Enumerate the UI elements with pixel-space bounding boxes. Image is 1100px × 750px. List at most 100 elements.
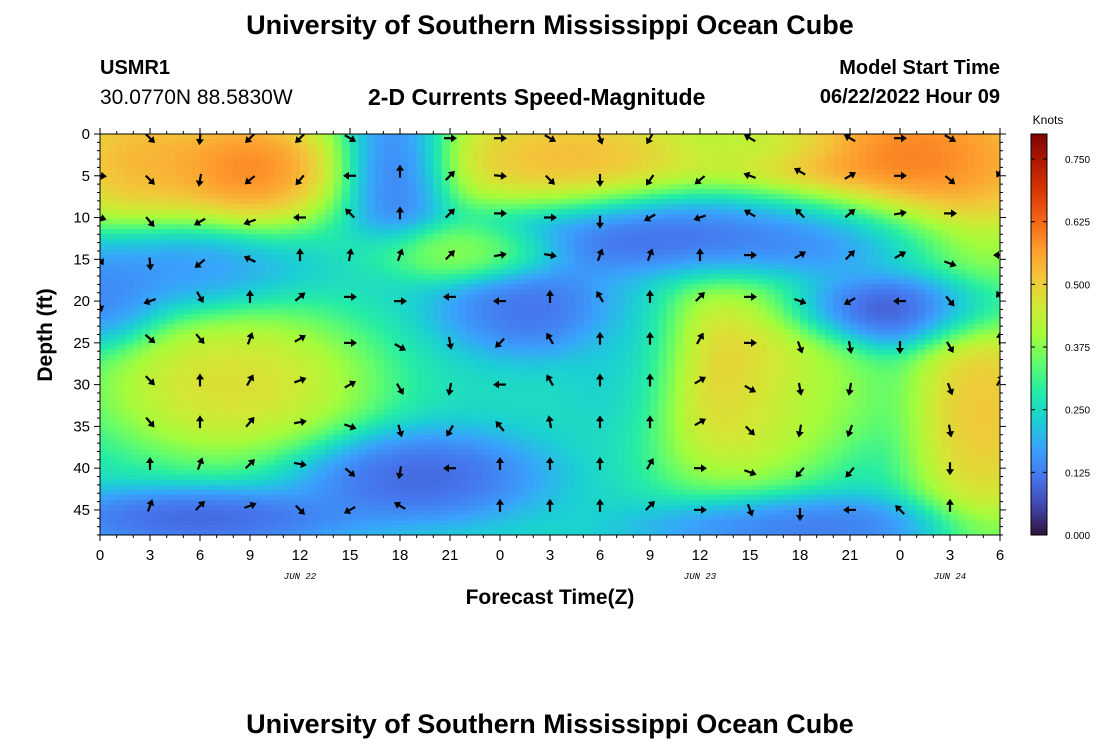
heatmap-cell: [958, 289, 968, 295]
heatmap-cell: [175, 199, 184, 205]
heatmap-cell: [858, 279, 868, 285]
heatmap-cell: [508, 164, 518, 170]
heatmap-cell: [633, 204, 643, 210]
heatmap-cell: [125, 324, 134, 331]
heatmap-cell: [250, 239, 259, 245]
heatmap-cell: [475, 259, 484, 265]
heatmap-cell: [975, 164, 984, 170]
heatmap-cell: [558, 229, 568, 235]
heatmap-cell: [716, 259, 726, 265]
heatmap-cell: [816, 244, 826, 250]
heatmap-cell: [500, 269, 509, 275]
heatmap-cell: [841, 159, 851, 165]
heatmap-cell: [166, 194, 176, 200]
heatmap-cell: [950, 259, 959, 265]
heatmap-cell: [241, 184, 251, 190]
heatmap-cell: [783, 174, 793, 180]
heatmap-cell: [700, 294, 709, 301]
heatmap-cell: [933, 184, 943, 190]
heatmap-cell: [866, 189, 876, 195]
heatmap-cell: [841, 244, 851, 250]
heatmap-cell: [941, 154, 951, 160]
heatmap-cell: [391, 244, 401, 250]
heatmap-cell: [375, 264, 384, 270]
heatmap-cell: [941, 344, 951, 351]
heatmap-cell: [858, 349, 868, 356]
heatmap-cell: [891, 164, 901, 170]
heatmap-cell: [733, 284, 743, 290]
heatmap-cell: [225, 159, 234, 165]
heatmap-cell: [941, 164, 951, 170]
heatmap-cell: [583, 254, 593, 260]
heatmap-cell: [850, 274, 859, 280]
heatmap-cell: [883, 204, 893, 210]
heatmap-cell: [125, 189, 134, 195]
heatmap-cell: [891, 234, 901, 240]
heatmap-cell: [358, 339, 368, 346]
heatmap-cell: [308, 219, 318, 225]
heatmap-cell: [475, 334, 484, 341]
heatmap-cell: [608, 334, 618, 341]
heatmap-cell: [191, 259, 201, 265]
heatmap-cell: [983, 219, 993, 225]
heatmap-cell: [908, 154, 918, 160]
heatmap-cell: [866, 274, 876, 280]
heatmap-cell: [975, 214, 984, 220]
heatmap-cell: [333, 149, 343, 155]
heatmap-cell: [333, 174, 343, 180]
heatmap-cell: [525, 274, 534, 280]
heatmap-cell: [816, 219, 826, 225]
heatmap-cell: [233, 159, 243, 165]
heatmap-cell: [300, 169, 309, 175]
heatmap-cell: [166, 259, 176, 265]
heatmap-cell: [733, 354, 743, 361]
heatmap-cell: [266, 254, 276, 260]
heatmap-cell: [691, 199, 701, 205]
heatmap-cell: [816, 239, 826, 245]
heatmap-cell: [333, 204, 343, 210]
heatmap-cell: [775, 339, 784, 346]
heatmap-cell: [316, 154, 326, 160]
heatmap-cell: [866, 294, 876, 301]
heatmap-cell: [566, 354, 576, 361]
heatmap-cell: [600, 134, 609, 140]
heatmap-cell: [625, 164, 634, 170]
heatmap-cell: [225, 314, 234, 321]
heatmap-cell: [725, 354, 734, 361]
heatmap-cell: [425, 329, 434, 336]
heatmap-cell: [191, 244, 201, 250]
heatmap-cell: [675, 344, 684, 351]
heatmap-cell: [458, 239, 468, 245]
heatmap-cell: [525, 334, 534, 341]
heatmap-cell: [666, 284, 676, 290]
heatmap-cell: [683, 169, 693, 175]
heatmap-cell: [300, 229, 309, 235]
heatmap-cell: [108, 219, 118, 225]
heatmap-cell: [258, 219, 268, 225]
heatmap-cell: [933, 284, 943, 290]
heatmap-cell: [175, 209, 184, 215]
heatmap-cell: [708, 334, 718, 341]
heatmap-cell: [933, 289, 943, 295]
heatmap-cell: [633, 219, 643, 225]
heatmap-cell: [775, 149, 784, 155]
heatmap-cell: [283, 249, 293, 255]
heatmap-cell: [691, 354, 701, 361]
heatmap-cell: [833, 359, 843, 366]
heatmap-cell: [566, 289, 576, 295]
heatmap-cell: [208, 159, 218, 165]
heatmap-cell: [650, 139, 659, 145]
heatmap-cell: [466, 324, 476, 331]
heatmap-cell: [383, 249, 393, 255]
heatmap-cell: [533, 344, 543, 351]
heatmap-cell: [491, 149, 501, 155]
heatmap-cell: [275, 144, 284, 150]
heatmap-cell: [258, 134, 268, 140]
heatmap-cell: [533, 354, 543, 361]
heatmap-cell: [458, 294, 468, 301]
heatmap-cell: [733, 359, 743, 366]
heatmap-cell: [216, 339, 226, 346]
heatmap-cell: [341, 284, 351, 290]
heatmap-cell: [458, 184, 468, 190]
heatmap-cell: [516, 199, 526, 205]
